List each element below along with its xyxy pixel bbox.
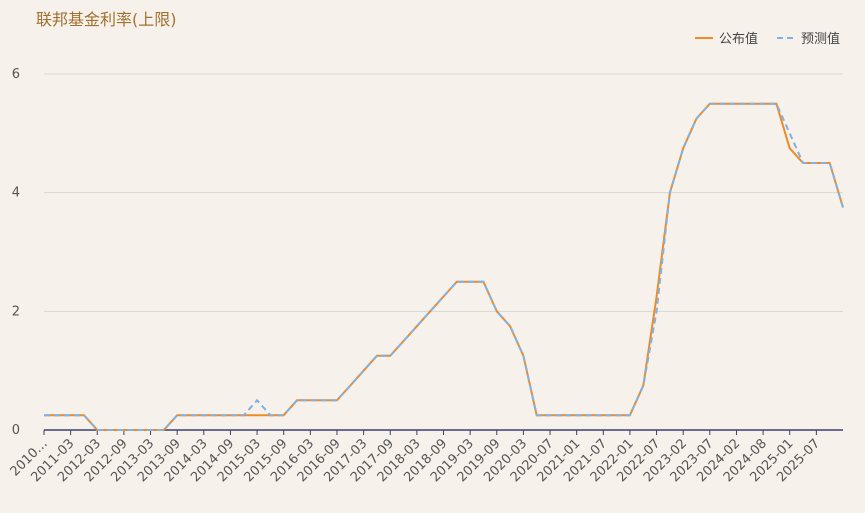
y-tick-label: 0 bbox=[12, 423, 20, 438]
series-line bbox=[44, 102, 844, 431]
legend-label: 公布值 bbox=[719, 31, 758, 47]
y-tick-label: 2 bbox=[12, 304, 20, 319]
y-tick-label: 4 bbox=[12, 186, 20, 201]
legend-label: 预测值 bbox=[801, 31, 840, 47]
y-tick-label: 6 bbox=[12, 67, 20, 82]
chart-title: 联邦基金利率(上限) bbox=[36, 10, 177, 29]
